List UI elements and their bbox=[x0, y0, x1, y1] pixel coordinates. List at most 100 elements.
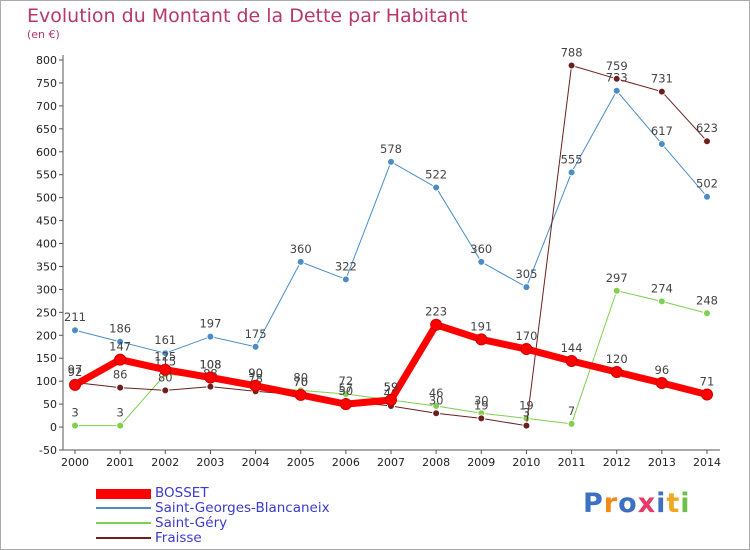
data-label-bosset: 50 bbox=[339, 384, 354, 398]
y-tick-label: 400 bbox=[36, 238, 57, 251]
chart-title: Evolution du Montant de la Dette par Hab… bbox=[27, 5, 468, 27]
data-label-bosset: 191 bbox=[470, 319, 492, 333]
logo-letter: P bbox=[583, 488, 604, 519]
data-label-fraisse: 623 bbox=[696, 121, 718, 135]
data-label-saint-g-ry: 72 bbox=[339, 374, 354, 388]
y-tick-label: 100 bbox=[36, 375, 57, 388]
data-label-bosset: 125 bbox=[154, 350, 176, 364]
legend-swatch-saint-gery bbox=[96, 522, 151, 524]
x-tick-label: 2008 bbox=[422, 456, 450, 469]
data-point-saint-g-ry bbox=[703, 309, 711, 318]
x-tick-label: 2010 bbox=[512, 456, 540, 469]
data-point-fraisse bbox=[161, 386, 170, 395]
y-tick-label: 350 bbox=[36, 260, 57, 273]
y-tick-label: 0 bbox=[50, 421, 57, 434]
data-label-saint-g-ry: 108 bbox=[199, 358, 221, 372]
proxiti-logo: Proxiti bbox=[583, 488, 691, 519]
data-point-fraisse bbox=[522, 421, 531, 430]
data-point-bosset bbox=[565, 354, 578, 367]
x-tick-label: 2001 bbox=[106, 456, 134, 469]
logo-letter: x bbox=[637, 488, 657, 519]
data-label-saint-georges-blancaneix: 186 bbox=[109, 322, 131, 336]
data-label-saint-g-ry: 7 bbox=[568, 404, 575, 418]
data-point-saint-georges-blancaneix bbox=[612, 86, 621, 95]
data-point-fraisse bbox=[116, 383, 125, 392]
data-label-fraisse: 19 bbox=[474, 398, 489, 412]
data-point-saint-g-ry bbox=[657, 297, 666, 306]
data-label-saint-georges-blancaneix: 360 bbox=[470, 242, 492, 256]
data-label-fraisse: 30 bbox=[429, 393, 444, 407]
data-label-saint-georges-blancaneix: 322 bbox=[335, 259, 357, 273]
data-label-bosset: 147 bbox=[109, 340, 131, 354]
data-label-bosset: 96 bbox=[655, 363, 670, 377]
data-label-saint-georges-blancaneix: 197 bbox=[199, 317, 221, 331]
data-point-bosset bbox=[159, 363, 172, 376]
data-point-saint-georges-blancaneix bbox=[522, 283, 531, 292]
data-point-saint-georges-blancaneix bbox=[206, 332, 215, 341]
data-point-saint-georges-blancaneix bbox=[387, 157, 395, 166]
logo-letter: i bbox=[680, 488, 691, 519]
legend-swatch-fraisse bbox=[96, 537, 151, 539]
y-tick-label: 250 bbox=[36, 306, 57, 319]
data-label-saint-g-ry: 3 bbox=[71, 406, 78, 420]
data-label-saint-georges-blancaneix: 175 bbox=[245, 327, 267, 341]
data-label-saint-g-ry: 19 bbox=[519, 398, 534, 412]
data-label-bosset: 170 bbox=[515, 329, 537, 343]
data-point-saint-georges-blancaneix bbox=[251, 342, 260, 351]
data-point-saint-georges-blancaneix bbox=[71, 326, 79, 335]
data-label-bosset: 70 bbox=[293, 375, 308, 389]
data-label-bosset: 144 bbox=[561, 341, 583, 355]
y-tick-label: 600 bbox=[36, 146, 57, 159]
data-point-saint-georges-blancaneix bbox=[116, 337, 125, 346]
legend-swatch-saint-georges bbox=[96, 507, 151, 509]
data-label-saint-g-ry: 90 bbox=[248, 366, 263, 380]
data-label-saint-g-ry: 297 bbox=[606, 271, 628, 285]
data-label-bosset: 90 bbox=[248, 366, 263, 380]
data-point-fraisse bbox=[206, 382, 215, 391]
chart-subtitle: (en €) bbox=[27, 28, 60, 41]
x-tick-label: 2013 bbox=[648, 456, 676, 469]
data-label-saint-g-ry: 80 bbox=[293, 370, 308, 384]
logo-letter: i bbox=[656, 488, 667, 519]
y-tick-label: 200 bbox=[36, 329, 57, 342]
data-label-saint-georges-blancaneix: 578 bbox=[380, 142, 402, 156]
data-point-saint-g-ry bbox=[567, 419, 576, 428]
data-point-bosset bbox=[655, 377, 668, 390]
data-point-saint-georges-blancaneix bbox=[341, 275, 350, 284]
data-label-fraisse: 788 bbox=[561, 46, 583, 60]
y-tick-label: 800 bbox=[36, 54, 57, 67]
data-label-saint-g-ry: 46 bbox=[429, 386, 444, 400]
data-label-saint-georges-blancaneix: 161 bbox=[154, 333, 176, 347]
y-tick-label: 750 bbox=[36, 77, 57, 90]
data-label-fraisse: 3 bbox=[523, 406, 530, 420]
data-point-fraisse bbox=[612, 74, 621, 83]
data-point-saint-georges-blancaneix bbox=[703, 192, 711, 201]
x-tick-label: 2011 bbox=[558, 456, 586, 469]
data-label-bosset: 108 bbox=[199, 358, 221, 372]
data-label-saint-georges-blancaneix: 305 bbox=[515, 267, 537, 281]
data-label-saint-georges-blancaneix: 555 bbox=[561, 152, 583, 166]
data-point-fraisse bbox=[477, 414, 486, 423]
y-tick-label: 50 bbox=[43, 398, 57, 411]
data-label-saint-g-ry: 30 bbox=[474, 393, 489, 407]
series-line-saint-georges-blancaneix bbox=[74, 90, 708, 354]
x-tick-label: 2000 bbox=[61, 456, 89, 469]
data-label-fraisse: 731 bbox=[651, 72, 673, 86]
data-point-saint-g-ry bbox=[71, 421, 79, 430]
x-tick-label: 2003 bbox=[196, 456, 224, 469]
data-label-saint-georges-blancaneix: 360 bbox=[290, 242, 312, 256]
logo-letter: r bbox=[603, 488, 619, 519]
data-point-fraisse bbox=[432, 409, 441, 418]
y-tick-label: 650 bbox=[36, 123, 57, 136]
data-label-bosset: 223 bbox=[425, 305, 447, 319]
data-label-fraisse: 759 bbox=[606, 59, 628, 73]
data-point-bosset bbox=[339, 398, 352, 411]
data-point-bosset bbox=[294, 388, 307, 401]
y-tick-label: 550 bbox=[36, 169, 57, 182]
data-point-saint-georges-blancaneix bbox=[161, 349, 170, 358]
data-point-bosset bbox=[610, 366, 623, 378]
data-point-bosset bbox=[475, 333, 488, 346]
logo-letter: t bbox=[666, 488, 681, 519]
data-point-fraisse bbox=[657, 87, 666, 96]
